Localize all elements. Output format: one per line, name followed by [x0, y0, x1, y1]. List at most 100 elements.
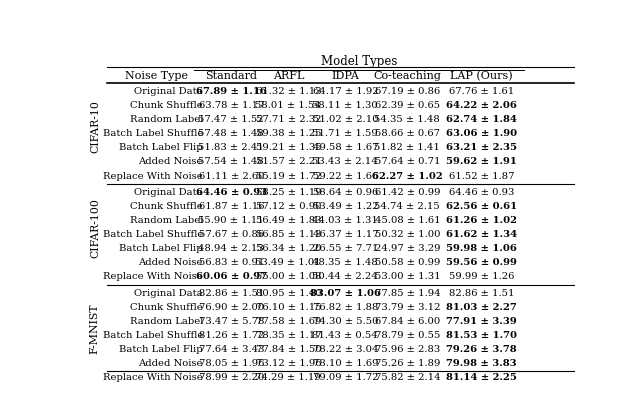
Text: 62.56 ± 0.61: 62.56 ± 0.61: [446, 202, 517, 211]
Text: 61.62 ± 1.34: 61.62 ± 1.34: [446, 230, 517, 239]
Text: Replace With Noise: Replace With Noise: [103, 171, 203, 181]
Text: 80.95 ± 1.40: 80.95 ± 1.40: [255, 289, 321, 298]
Text: 74.30 ± 5.50: 74.30 ± 5.50: [312, 317, 378, 326]
Text: 55.00 ± 1.08: 55.00 ± 1.08: [255, 272, 321, 281]
Text: 76.82 ± 1.88: 76.82 ± 1.88: [313, 303, 378, 312]
Text: 50.44 ± 2.24: 50.44 ± 2.24: [312, 272, 378, 281]
Text: 81.14 ± 2.25: 81.14 ± 2.25: [446, 373, 517, 382]
Text: 62.74 ± 1.84: 62.74 ± 1.84: [446, 115, 517, 124]
Text: 51.83 ± 2.41: 51.83 ± 2.41: [198, 143, 264, 153]
Text: 51.82 ± 1.41: 51.82 ± 1.41: [374, 143, 440, 153]
Text: 67.76 ± 1.61: 67.76 ± 1.61: [449, 87, 515, 96]
Text: 81.26 ± 1.72: 81.26 ± 1.72: [198, 331, 264, 340]
Text: Batch Label Shuffle: Batch Label Shuffle: [102, 230, 203, 239]
Text: Replace With Noise: Replace With Noise: [103, 272, 203, 281]
Text: 49.58 ± 1.67: 49.58 ± 1.67: [312, 143, 378, 153]
Text: 55.19 ± 1.72: 55.19 ± 1.72: [255, 171, 321, 181]
Text: 73.12 ± 1.96: 73.12 ± 1.96: [255, 359, 321, 368]
Text: 45.08 ± 1.61: 45.08 ± 1.61: [374, 216, 440, 225]
Text: Random Label: Random Label: [130, 317, 203, 326]
Text: 51.02 ± 2.10: 51.02 ± 2.10: [312, 115, 378, 124]
Text: 51.57 ± 2.21: 51.57 ± 2.21: [255, 158, 321, 166]
Text: 57.47 ± 1.52: 57.47 ± 1.52: [198, 115, 264, 124]
Text: 55.90 ± 1.11: 55.90 ± 1.11: [198, 216, 264, 225]
Text: 53.49 ± 1.01: 53.49 ± 1.01: [255, 258, 321, 267]
Text: CIFAR-10: CIFAR-10: [90, 101, 100, 153]
Text: 78.99 ± 2.20: 78.99 ± 2.20: [198, 373, 264, 382]
Text: 67.89 ± 1.16: 67.89 ± 1.16: [196, 87, 267, 96]
Text: 79.26 ± 3.78: 79.26 ± 3.78: [447, 345, 517, 354]
Text: 79.09 ± 1.72: 79.09 ± 1.72: [312, 373, 378, 382]
Text: Model Types: Model Types: [321, 55, 397, 68]
Text: 78.79 ± 0.55: 78.79 ± 0.55: [374, 331, 440, 340]
Text: Standard: Standard: [205, 71, 257, 81]
Text: Co-teaching: Co-teaching: [373, 71, 442, 81]
Text: 77.84 ± 1.50: 77.84 ± 1.50: [255, 345, 321, 354]
Text: 64.22 ± 2.06: 64.22 ± 2.06: [446, 101, 517, 110]
Text: 57.71 ± 2.32: 57.71 ± 2.32: [255, 115, 321, 124]
Text: 56.85 ± 1.13: 56.85 ± 1.13: [255, 230, 321, 239]
Text: 59.56 ± 0.99: 59.56 ± 0.99: [446, 258, 517, 267]
Text: Random Label: Random Label: [130, 115, 203, 124]
Text: 44.03 ± 1.31: 44.03 ± 1.31: [312, 216, 378, 225]
Text: LAP (Ours): LAP (Ours): [451, 71, 513, 81]
Text: 57.54 ± 1.48: 57.54 ± 1.48: [198, 158, 264, 166]
Text: 57.48 ± 1.48: 57.48 ± 1.48: [198, 129, 264, 138]
Text: 48.94 ± 2.13: 48.94 ± 2.13: [198, 244, 264, 253]
Text: 78.10 ± 1.69: 78.10 ± 1.69: [312, 359, 378, 368]
Text: 83.07 ± 1.06: 83.07 ± 1.06: [310, 289, 381, 298]
Text: 78.35 ± 1.17: 78.35 ± 1.17: [255, 331, 321, 340]
Text: 79.98 ± 3.83: 79.98 ± 3.83: [447, 359, 517, 368]
Text: 77.58 ± 1.69: 77.58 ± 1.69: [255, 317, 321, 326]
Text: 67.19 ± 0.86: 67.19 ± 0.86: [375, 87, 440, 96]
Text: Batch Label Shuffle: Batch Label Shuffle: [102, 129, 203, 138]
Text: CIFAR-100: CIFAR-100: [90, 198, 100, 258]
Text: 61.32 ± 1.13: 61.32 ± 1.13: [255, 87, 321, 96]
Text: Added Noise: Added Noise: [138, 158, 203, 166]
Text: 59.62 ± 1.91: 59.62 ± 1.91: [446, 158, 517, 166]
Text: 58.66 ± 0.67: 58.66 ± 0.67: [375, 129, 440, 138]
Text: 73.47 ± 5.78: 73.47 ± 5.78: [198, 317, 264, 326]
Text: 59.38 ± 1.25: 59.38 ± 1.25: [255, 129, 321, 138]
Text: 77.91 ± 3.39: 77.91 ± 3.39: [446, 317, 517, 326]
Text: 76.10 ± 1.15: 76.10 ± 1.15: [255, 303, 321, 312]
Text: Batch Label Flip: Batch Label Flip: [120, 244, 203, 253]
Text: 63.21 ± 2.35: 63.21 ± 2.35: [446, 143, 517, 153]
Text: 53.49 ± 1.22: 53.49 ± 1.22: [312, 202, 378, 211]
Text: 73.79 ± 3.12: 73.79 ± 3.12: [374, 303, 440, 312]
Text: Added Noise: Added Noise: [138, 359, 203, 368]
Text: F-MNIST: F-MNIST: [90, 303, 100, 354]
Text: 81.53 ± 1.70: 81.53 ± 1.70: [446, 331, 517, 340]
Text: 58.11 ± 1.30: 58.11 ± 1.30: [312, 101, 378, 110]
Text: Batch Label Flip: Batch Label Flip: [120, 345, 203, 354]
Text: Original Data: Original Data: [134, 87, 203, 96]
Text: 81.03 ± 2.27: 81.03 ± 2.27: [446, 303, 517, 312]
Text: Chunk Shuffle: Chunk Shuffle: [131, 202, 203, 211]
Text: 82.86 ± 1.51: 82.86 ± 1.51: [198, 289, 264, 298]
Text: IDPA: IDPA: [332, 71, 359, 81]
Text: 57.12 ± 0.90: 57.12 ± 0.90: [255, 202, 321, 211]
Text: 78.22 ± 3.04: 78.22 ± 3.04: [312, 345, 378, 354]
Text: 78.05 ± 1.96: 78.05 ± 1.96: [198, 359, 264, 368]
Text: 59.98 ± 1.06: 59.98 ± 1.06: [446, 244, 517, 253]
Text: 46.37 ± 1.17: 46.37 ± 1.17: [312, 230, 378, 239]
Text: Random Label: Random Label: [130, 216, 203, 225]
Text: 75.82 ± 2.14: 75.82 ± 2.14: [374, 373, 440, 382]
Text: 81.43 ± 0.54: 81.43 ± 0.54: [312, 331, 378, 340]
Text: Chunk Shuffle: Chunk Shuffle: [131, 303, 203, 312]
Text: 61.11 ± 2.60: 61.11 ± 2.60: [198, 171, 264, 181]
Text: Batch Label Flip: Batch Label Flip: [120, 143, 203, 153]
Text: 61.52 ± 1.87: 61.52 ± 1.87: [449, 171, 515, 181]
Text: 54.35 ± 1.48: 54.35 ± 1.48: [374, 115, 440, 124]
Text: 57.67 ± 0.86: 57.67 ± 0.86: [198, 230, 264, 239]
Text: 62.39 ± 0.65: 62.39 ± 0.65: [375, 101, 440, 110]
Text: 60.06 ± 0.97: 60.06 ± 0.97: [196, 272, 267, 281]
Text: 57.64 ± 0.71: 57.64 ± 0.71: [374, 158, 440, 166]
Text: 56.49 ± 1.83: 56.49 ± 1.83: [255, 216, 321, 225]
Text: 61.42 ± 0.99: 61.42 ± 0.99: [374, 188, 440, 197]
Text: 76.90 ± 2.00: 76.90 ± 2.00: [198, 303, 264, 312]
Text: 61.87 ± 1.16: 61.87 ± 1.16: [198, 202, 264, 211]
Text: 50.58 ± 0.99: 50.58 ± 0.99: [374, 258, 440, 267]
Text: 62.27 ± 1.02: 62.27 ± 1.02: [372, 171, 443, 181]
Text: 75.26 ± 1.89: 75.26 ± 1.89: [374, 359, 440, 368]
